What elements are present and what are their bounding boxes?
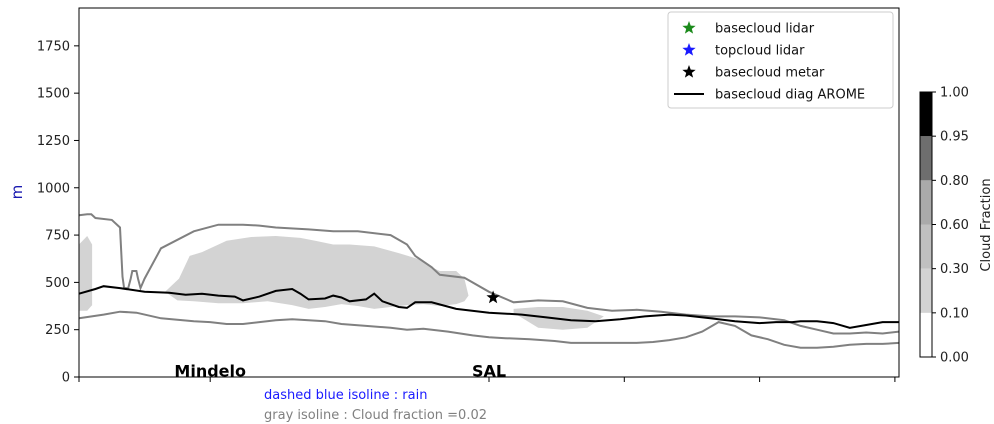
y-tick-label: 1000 xyxy=(37,181,70,196)
colorbar-title: Cloud Fraction xyxy=(979,178,994,271)
y-axis-label: m xyxy=(8,185,26,200)
station-label: SAL xyxy=(472,362,506,381)
legend-marker xyxy=(682,65,696,78)
colorbar-tick-label: 0.30 xyxy=(940,262,969,277)
y-tick-label: 1500 xyxy=(37,87,70,102)
colorbar-tick-label: 0.80 xyxy=(940,174,969,189)
cloud-fraction-isolines xyxy=(78,213,900,349)
legend-label: basecloud metar xyxy=(715,66,825,81)
cloud-isoline-lower xyxy=(78,310,900,349)
cloud-fraction-region xyxy=(165,236,469,309)
colorbar-tick-label: 0.60 xyxy=(940,218,969,233)
basecloud-metar-point xyxy=(486,290,500,304)
y-tick-label: 1750 xyxy=(37,39,70,54)
station-labels: Mindelo SAL xyxy=(174,362,506,381)
legend-label: basecloud diag AROME xyxy=(715,88,865,103)
x-axis-ticks xyxy=(78,377,896,382)
y-tick-label: 750 xyxy=(45,229,70,244)
legend-frame xyxy=(667,11,894,109)
cloud-isoline-note: gray isoline : Cloud fraction =0.02 xyxy=(264,408,487,423)
colorbar-tick-label: 0.10 xyxy=(940,306,969,321)
colorbar-segment xyxy=(920,224,932,269)
legend: basecloud lidar topcloud lidar basecloud m… xyxy=(667,11,894,109)
colorbar-tick-label: 1.00 xyxy=(940,86,969,101)
station-label: Mindelo xyxy=(174,362,246,381)
y-tick-label: 500 xyxy=(45,276,70,291)
metar-markers xyxy=(486,290,500,304)
y-tick-label: 0 xyxy=(62,371,70,386)
legend-marker xyxy=(682,43,696,56)
cloud-fraction-region xyxy=(431,282,453,304)
basecloud-diag-arome-line xyxy=(78,285,899,329)
rain-isoline-note: dashed blue isoline : rain xyxy=(264,388,427,403)
cloud-isoline-upper xyxy=(78,213,900,335)
y-tick-label: 1250 xyxy=(37,134,70,149)
colorbar-segment xyxy=(920,268,932,313)
colorbar-segment xyxy=(920,312,932,357)
legend-label: topcloud lidar xyxy=(715,44,805,59)
colorbar-segment xyxy=(920,180,932,225)
legend-marker xyxy=(682,21,696,34)
cloud-fraction-region xyxy=(79,236,93,311)
colorbar-segment xyxy=(920,92,932,137)
basecloud-diag-line-layer xyxy=(78,285,899,329)
y-tick-label: 250 xyxy=(45,323,70,338)
legend-label: basecloud lidar xyxy=(715,22,815,37)
colorbar-segment xyxy=(920,136,932,181)
colorbar: 0.00 0.10 0.30 0.60 0.80 0.95 1.00 xyxy=(919,86,969,366)
y-axis-ticks: 0 250 500 750 1000 1250 1500 1750 xyxy=(37,39,79,386)
colorbar-tick-label: 0.95 xyxy=(940,130,969,145)
colorbar-tick-label: 0.00 xyxy=(940,351,969,366)
